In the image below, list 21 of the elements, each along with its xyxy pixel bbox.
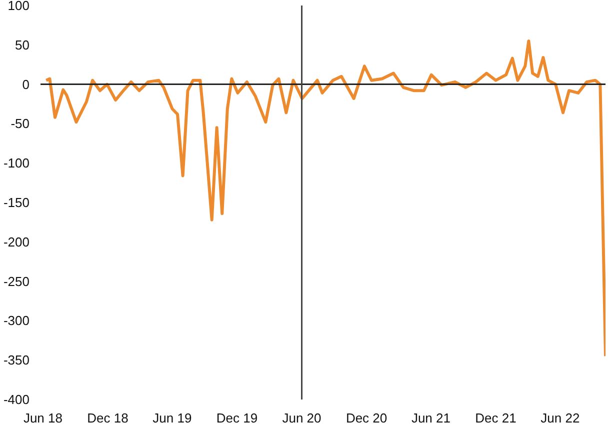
line-series [44,39,606,358]
y-tick-label: 100 [8,0,30,13]
x-tick-label: Dec 19 [216,410,258,426]
y-tick-label: 50 [15,37,30,52]
x-tick-label: Dec 18 [87,410,128,426]
y-tick-label: -400 [3,392,30,407]
y-tick-label: -350 [3,352,30,368]
x-tick-label: Jun 21 [411,410,451,426]
x-tick-label: Jun 18 [23,410,63,426]
y-tick-label: -50 [10,116,30,132]
x-tick-label: Jun 22 [540,410,580,426]
y-tick-label: -100 [3,156,30,171]
y-tick-label: -150 [3,195,30,210]
y-tick-label: -200 [3,234,30,250]
x-tick-label: Jun 20 [282,410,322,426]
x-tick-label: Jun 19 [152,410,192,426]
y-tick-label: 0 [22,76,30,92]
y-tick-label: -250 [3,274,30,289]
y-tick-label: -300 [3,313,30,328]
x-tick-label: Dec 21 [475,410,516,426]
x-tick-label: Dec 20 [346,410,388,426]
